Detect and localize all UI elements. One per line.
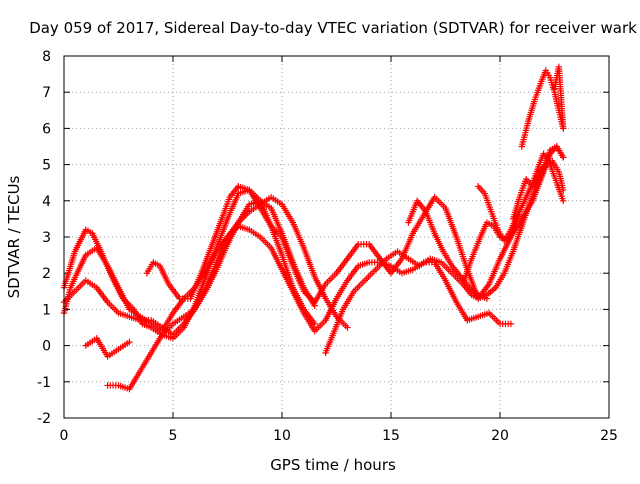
x-tick-label: 0: [60, 428, 69, 444]
series-track-12: [518, 67, 567, 150]
x-tick-label: 25: [600, 428, 618, 444]
series-track-5: [104, 197, 318, 393]
data-point: [560, 154, 567, 161]
data-point: [126, 338, 133, 346]
x-tick-label: 20: [491, 428, 509, 444]
y-tick-label: -2: [37, 411, 51, 427]
chart-title: Day 059 of 2017, Sidereal Day-to-day VTE…: [29, 19, 637, 37]
x-tick-label: 10: [273, 428, 291, 444]
x-tick-label: 15: [382, 428, 400, 444]
y-tick-label: 8: [42, 49, 51, 65]
y-tick-label: 1: [42, 302, 51, 318]
series-track-8: [405, 197, 491, 302]
y-tick-label: 4: [42, 194, 51, 210]
y-axis-label: SDTVAR / TECUs: [5, 175, 23, 298]
series-track-4: [82, 335, 133, 360]
data-point: [483, 295, 491, 302]
x-tick-label: 5: [169, 428, 178, 444]
data-point: [560, 125, 567, 132]
data-point: [344, 324, 351, 331]
series-track-10: [475, 183, 521, 244]
data-point: [311, 320, 318, 328]
series-track-13: [551, 63, 567, 132]
y-tick-label: 6: [42, 121, 51, 137]
y-tick-label: 0: [42, 339, 51, 355]
series-track-3: [60, 222, 515, 335]
series-track-11: [509, 143, 567, 223]
data-point: [507, 320, 515, 328]
x-axis-label: GPS time / hours: [270, 456, 396, 474]
data-marks: [60, 63, 567, 393]
y-tick-label: -1: [37, 375, 51, 391]
y-tick-label: 7: [42, 85, 51, 101]
y-tick-label: 5: [42, 158, 51, 174]
tick-labels: 0 5 10 15 20 25 -2 -1 0 1 2 3 4 5 6 7 8: [37, 49, 618, 444]
plot-frame: [63, 55, 610, 419]
y-tick-label: 3: [42, 230, 51, 246]
grid-layer: [64, 56, 609, 418]
data-point: [560, 197, 567, 204]
y-tick-label: 2: [42, 266, 51, 282]
